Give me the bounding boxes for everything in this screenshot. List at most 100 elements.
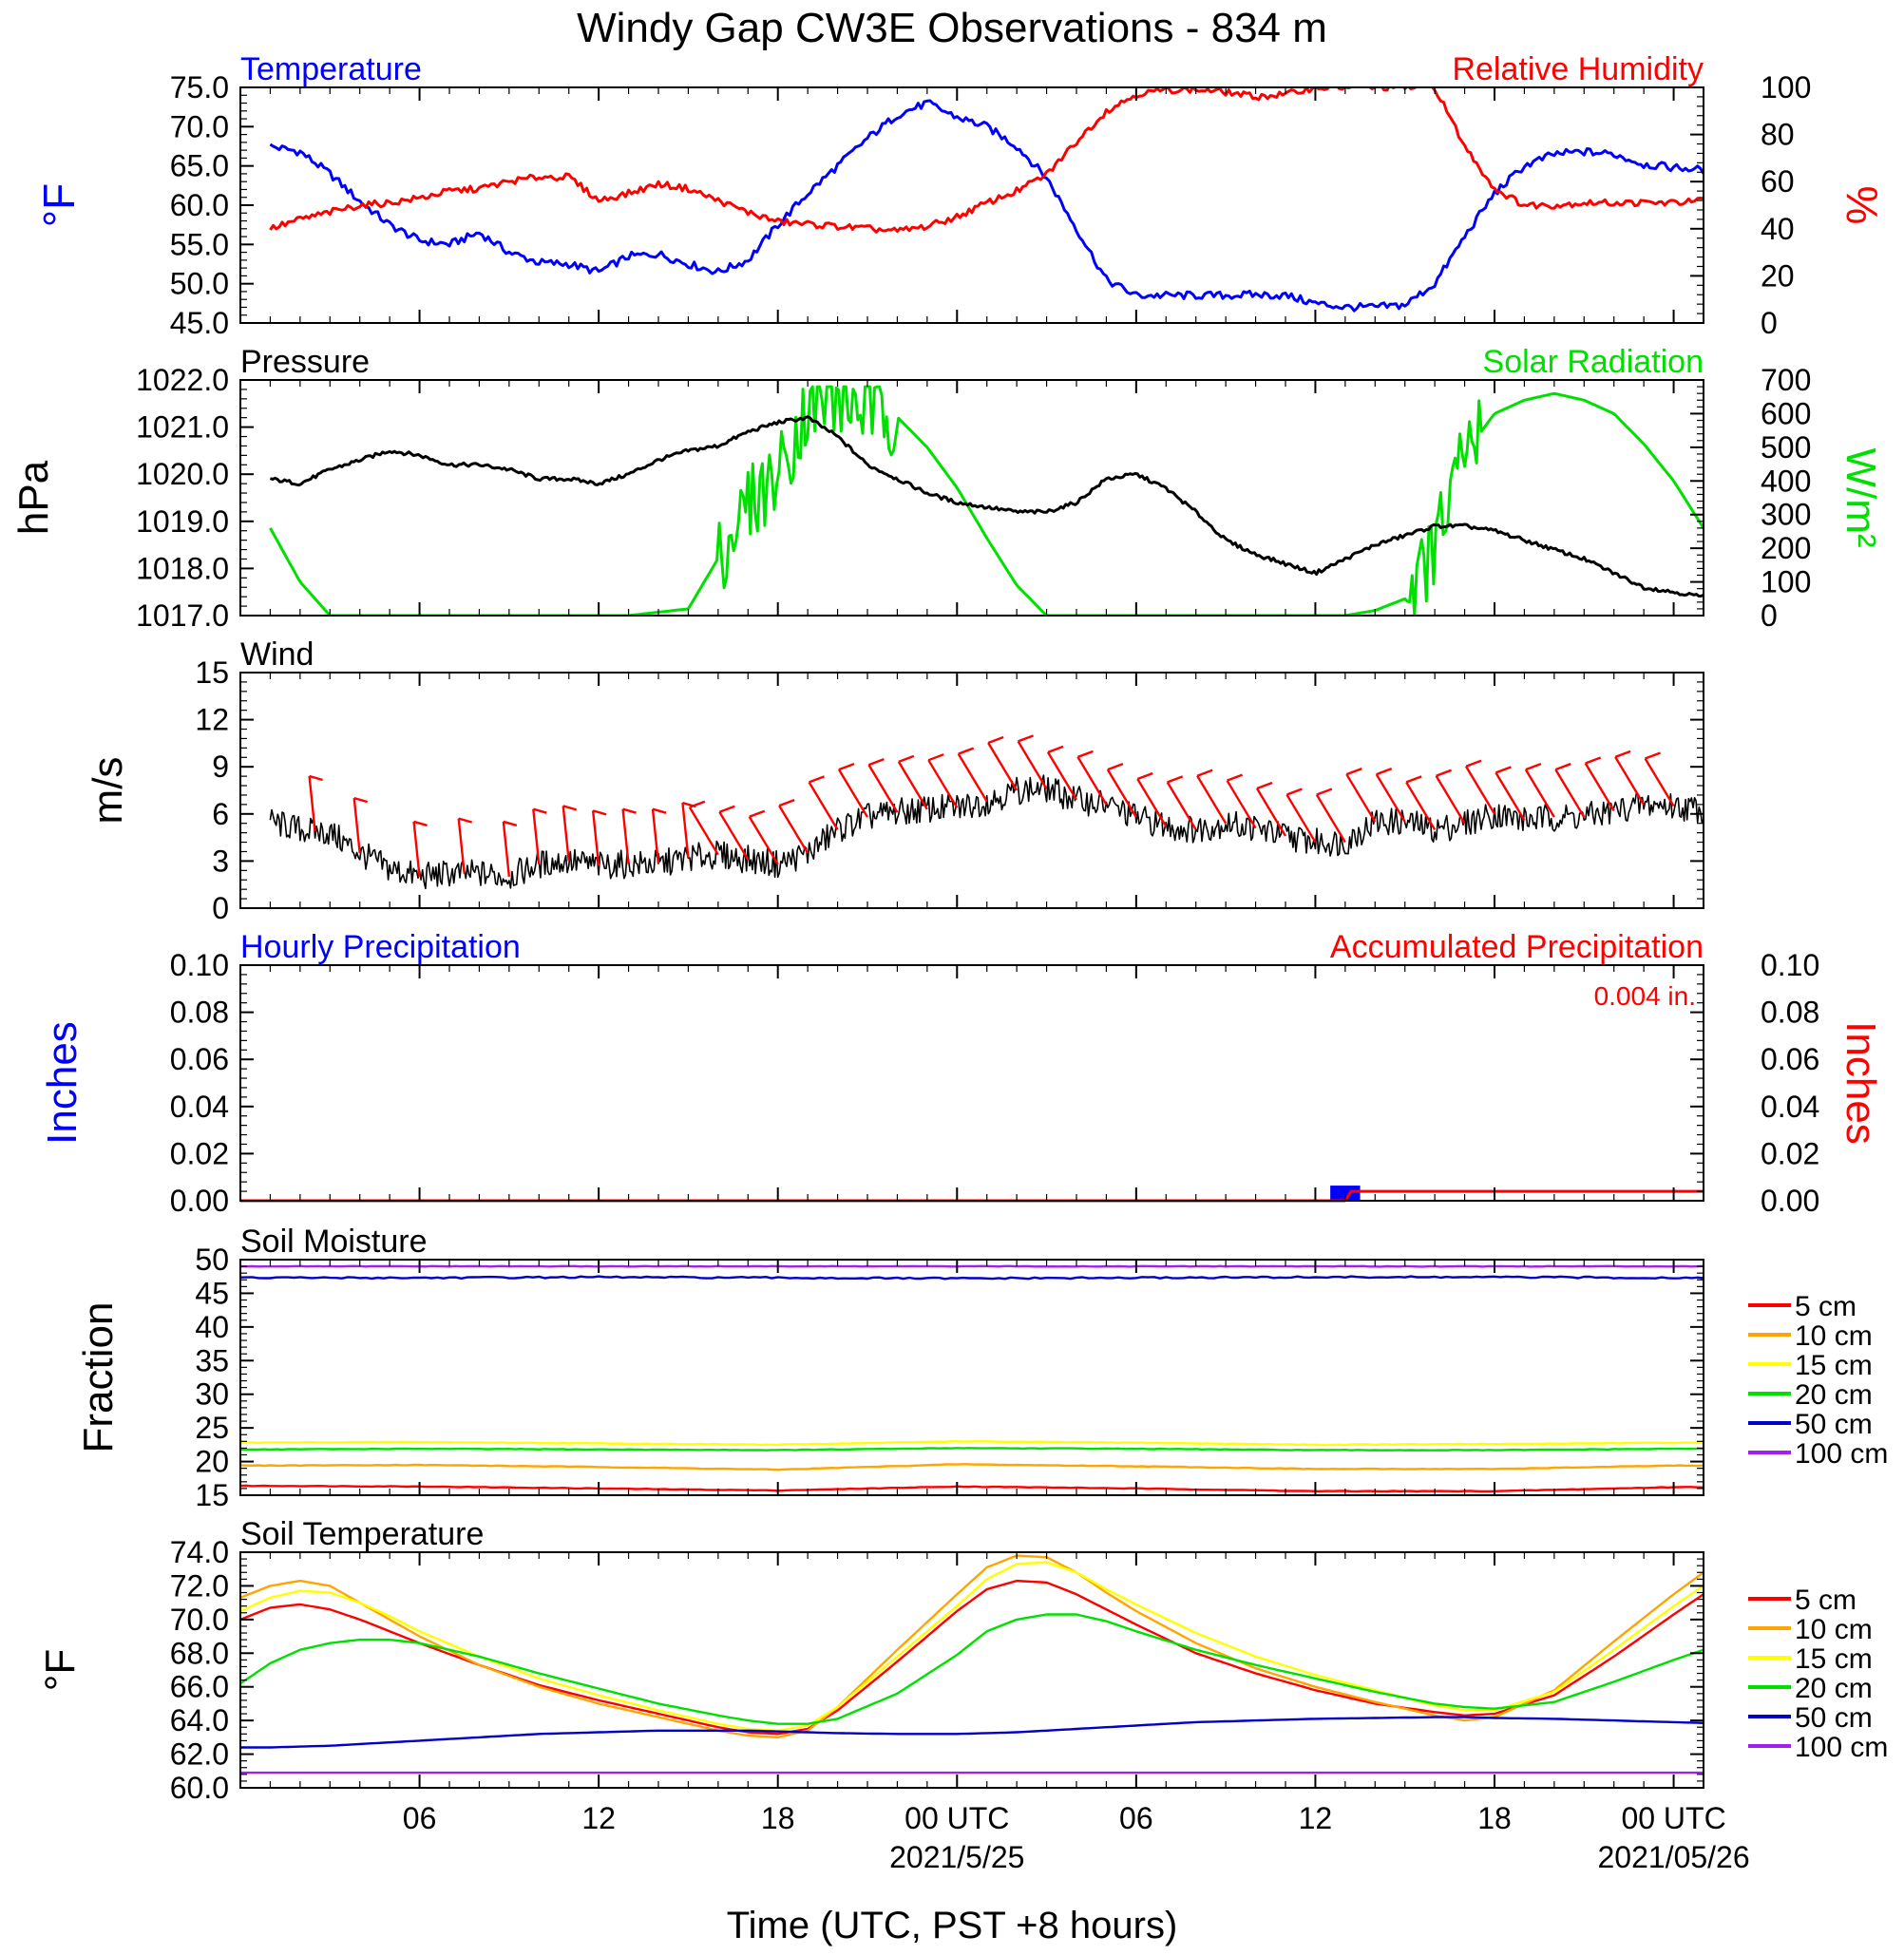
wind-barb (412, 821, 421, 878)
wind-barb-flag (898, 754, 915, 763)
legend-label: 100 cm (1795, 1732, 1888, 1763)
soil-moisture-line (239, 1484, 1704, 1493)
y-tick-label: 75.0 (170, 70, 229, 104)
wind-barb-flag (987, 735, 1004, 745)
x-tick-label: 18 (1477, 1801, 1512, 1835)
y-label-rh: % (1837, 186, 1887, 225)
y-label-wind: m/s (85, 757, 131, 825)
wind-barb-flag (562, 805, 578, 811)
y-label-temperature: °F (34, 183, 84, 228)
y-tick-label: 0.02 (170, 1136, 229, 1170)
wind-barb-flag (353, 796, 369, 804)
wind-barb (1435, 775, 1466, 825)
panel-title-pressure: Pressure (240, 344, 370, 380)
y-tick-label: 0 (1761, 598, 1778, 633)
wind-barb (867, 764, 899, 813)
wind-barb-flag (652, 807, 667, 814)
legend-label: 50 cm (1795, 1702, 1873, 1734)
legend-label: 5 cm (1795, 1585, 1856, 1616)
wind-barb-flag (1196, 769, 1213, 777)
y-tick-label: 66.0 (170, 1670, 229, 1704)
x-tick-label: 12 (1299, 1801, 1333, 1835)
wind-barb (808, 781, 839, 830)
panel-wind: 15 12 9 6 3 0 Wind m/s (85, 636, 1704, 925)
y-tick-label: 1019.0 (136, 504, 229, 539)
soil-moisture-line (239, 1264, 1704, 1268)
wind-barb (1076, 756, 1108, 806)
panel-title-soil-moisture: Soil Moisture (240, 1224, 428, 1260)
y-tick-label: 1022.0 (136, 363, 229, 397)
y-tick-label: 20 (1761, 258, 1795, 293)
wind-barb-flag (927, 753, 944, 762)
date-label: 2021/5/25 (889, 1840, 1024, 1874)
wind-barb-flag (1554, 762, 1571, 771)
wind-barb-flag (778, 799, 795, 807)
wind-barb-flag (1256, 781, 1273, 790)
wind-barb (532, 808, 541, 864)
y-tick-label: 68.0 (170, 1636, 229, 1670)
wind-barb (927, 759, 959, 808)
y-tick-label: 100 (1761, 565, 1811, 599)
wind-barb-flag (1136, 771, 1153, 781)
wind-barb (1345, 773, 1377, 823)
legend-label: 5 cm (1795, 1291, 1856, 1322)
wind-barb (778, 805, 809, 854)
y-tick-label: 0.04 (170, 1090, 229, 1124)
y-label-accumulated-precip: Inches (1837, 1021, 1884, 1145)
wind-barb-flag (1286, 788, 1303, 796)
wind-barb (1644, 757, 1675, 807)
wind-barb-flag (718, 805, 735, 813)
wind-barb-flag (458, 817, 473, 824)
y-tick-label: 9 (212, 750, 229, 784)
y-tick-label: 20 (195, 1445, 229, 1479)
y-label-soil-moisture: Fraction (75, 1302, 122, 1453)
wind-barb-flag (309, 774, 323, 782)
soil-moisture-line (239, 1440, 1704, 1447)
x-tick-label: 12 (581, 1801, 616, 1835)
legend-label: 15 cm (1795, 1643, 1873, 1675)
x-tick-label: 06 (403, 1801, 437, 1835)
y-tick-label: 70.0 (170, 109, 229, 143)
wind-barb-flag (1585, 756, 1602, 765)
y-tick-label: 500 (1761, 430, 1811, 465)
y-tick-label: 15 (195, 655, 229, 690)
y-tick-label: 50 (195, 1243, 229, 1277)
wind-barb (308, 775, 316, 832)
y-tick-label: 65.0 (170, 149, 229, 183)
y-tick-label: 0.02 (1761, 1136, 1819, 1170)
soil-temperature-line (239, 1554, 1704, 1739)
wind-barb-flag (1167, 775, 1184, 784)
series-group (269, 774, 1704, 890)
panel-title-soil-temperature: Soil Temperature (240, 1516, 484, 1552)
x-tick-label: 18 (761, 1801, 795, 1835)
wind-barb (1046, 751, 1078, 801)
panel-title-temperature: Temperature (240, 51, 422, 87)
wind-barb-flag (1107, 762, 1124, 771)
legend-label: 15 cm (1795, 1350, 1873, 1381)
y-tick-label: 400 (1761, 464, 1811, 498)
soil-temperature-line (239, 1613, 1704, 1725)
wind-barb-flag (1614, 750, 1631, 759)
wind-barb-flag (749, 809, 766, 818)
y-tick-label: 30 (195, 1377, 229, 1412)
solar-radiation-line (269, 385, 1704, 616)
y-tick-label: 15 (195, 1478, 229, 1512)
y-tick-label: 0.00 (1761, 1184, 1819, 1218)
wind-barb (897, 761, 928, 810)
wind-speed-line (269, 774, 1704, 890)
y-tick-label: 64.0 (170, 1703, 229, 1737)
wind-barb (1106, 769, 1137, 818)
hourly-precip-bar (1330, 1186, 1361, 1201)
soil-temperature-line (240, 1716, 1704, 1749)
plot-frame (239, 1259, 1704, 1496)
wind-barb (1166, 781, 1197, 830)
y-tick-label: 300 (1761, 498, 1811, 532)
plot-frame (239, 86, 1704, 324)
wind-barb-flag (1465, 759, 1482, 768)
wind-barb (621, 808, 630, 864)
wind-barb (837, 769, 869, 818)
wind-barb (1255, 788, 1287, 837)
wind-barb-flag (1077, 750, 1094, 759)
panel-title-solar: Solar Radiation (1483, 344, 1704, 380)
